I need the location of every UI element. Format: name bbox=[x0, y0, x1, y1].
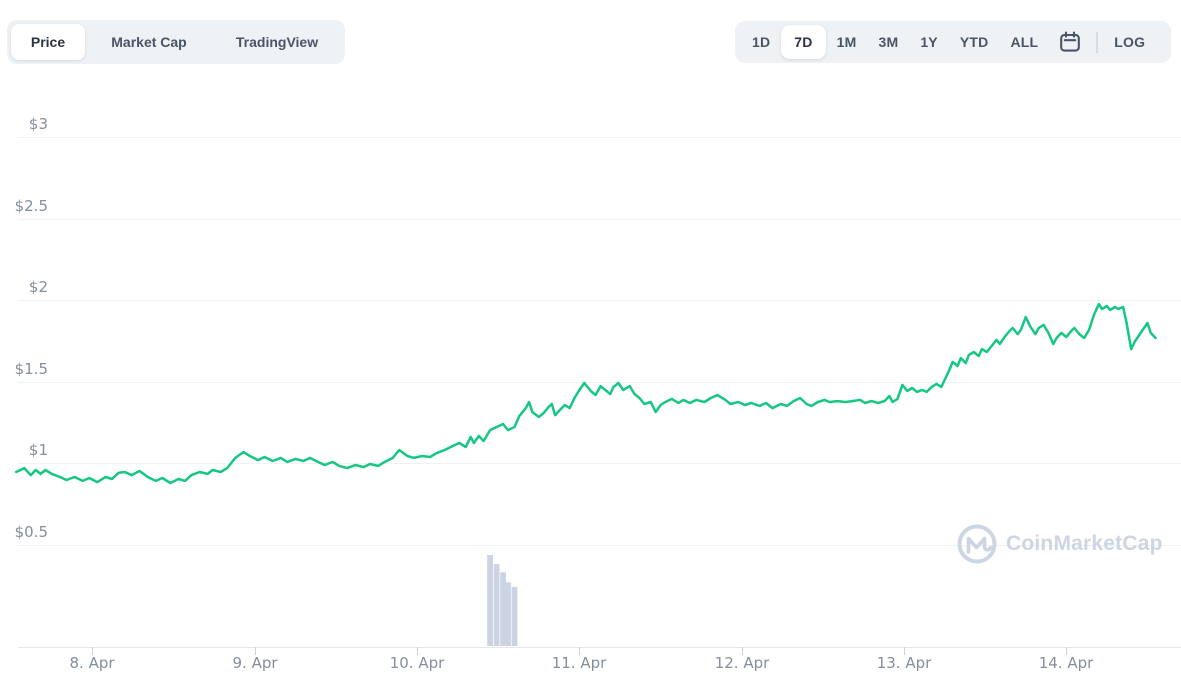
x-axis-label: 9. Apr bbox=[232, 654, 278, 672]
x-axis-label: 10. Apr bbox=[389, 654, 445, 672]
x-axis-tick bbox=[904, 647, 905, 655]
tab-tradingview[interactable]: TradingView bbox=[213, 24, 341, 60]
x-axis-tick bbox=[92, 647, 93, 655]
range-3m-button[interactable]: 3M bbox=[867, 25, 909, 59]
toolbar-divider bbox=[1096, 31, 1099, 53]
x-axis-tick bbox=[417, 647, 418, 655]
gridline-2-5 bbox=[18, 219, 1181, 220]
price-line-series bbox=[14, 302, 1157, 485]
tab-price[interactable]: Price bbox=[11, 24, 85, 60]
gridline-0-5 bbox=[18, 545, 1181, 546]
x-axis-tick bbox=[579, 647, 580, 655]
range-1y-button[interactable]: 1Y bbox=[909, 25, 949, 59]
calendar-button[interactable] bbox=[1049, 25, 1091, 59]
range-all-button[interactable]: ALL bbox=[999, 25, 1049, 59]
calendar-icon bbox=[1058, 30, 1082, 54]
x-axis-tick bbox=[255, 647, 256, 655]
log-scale-button[interactable]: LOG bbox=[1103, 25, 1156, 59]
gridline-3 bbox=[18, 137, 1181, 138]
x-axis-label: 11. Apr bbox=[551, 654, 607, 672]
y-axis-label: $1 bbox=[28, 441, 48, 459]
range-7d-button[interactable]: 7D bbox=[781, 25, 826, 59]
x-axis-line bbox=[18, 647, 1181, 648]
y-axis-label: $1.5 bbox=[14, 360, 48, 378]
gridline-1-5 bbox=[18, 382, 1181, 383]
range-1m-button[interactable]: 1M bbox=[826, 25, 868, 59]
tab-market-cap[interactable]: Market Cap bbox=[85, 24, 213, 60]
volume-bars bbox=[487, 555, 518, 646]
range-ytd-button[interactable]: YTD bbox=[949, 25, 1000, 59]
x-axis-label: 13. Apr bbox=[876, 654, 932, 672]
date-range-toolbar: 1D 7D 1M 3M 1Y YTD ALL LOG bbox=[735, 21, 1171, 63]
x-axis-label: 14. Apr bbox=[1038, 654, 1094, 672]
x-axis-tick bbox=[742, 647, 743, 655]
range-1d-button[interactable]: 1D bbox=[741, 25, 781, 59]
y-axis-label: $0.5 bbox=[14, 523, 48, 541]
x-axis-label: 8. Apr bbox=[69, 654, 115, 672]
y-axis-label: $2.5 bbox=[14, 197, 48, 215]
gridline-1 bbox=[18, 463, 1181, 464]
x-axis-label: 12. Apr bbox=[714, 654, 770, 672]
y-axis-label: $2 bbox=[28, 278, 48, 296]
gridline-2 bbox=[18, 300, 1181, 301]
y-axis-label: $3 bbox=[28, 115, 48, 133]
chart-view-tabs: Price Market Cap TradingView bbox=[7, 20, 345, 64]
x-axis-tick bbox=[1066, 647, 1067, 655]
